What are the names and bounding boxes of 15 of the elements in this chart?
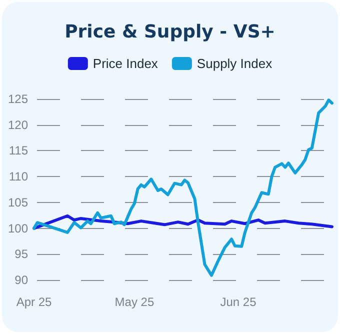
y-tick-label: 100 — [8, 221, 28, 236]
line-series — [32, 98, 334, 277]
chart-title: Price & Supply - VS+ — [64, 22, 276, 42]
y-tick-label: 125 — [8, 92, 28, 106]
x-tick-label: Apr 25 — [16, 295, 52, 309]
y-tick-label: 115 — [8, 144, 28, 158]
y-tick-label: 110 — [8, 170, 28, 184]
y-tick-label: 105 — [8, 195, 28, 210]
y-tick-label: 90 — [14, 273, 28, 287]
x-tick-label: May 25 — [114, 295, 154, 309]
legend-label: Price Index — [92, 56, 158, 71]
legend-label: Supply Index — [196, 56, 273, 71]
x-tick-label: Jun 25 — [220, 295, 257, 309]
y-tick-label: 95 — [14, 247, 28, 262]
y-tick-label: 120 — [8, 118, 28, 132]
